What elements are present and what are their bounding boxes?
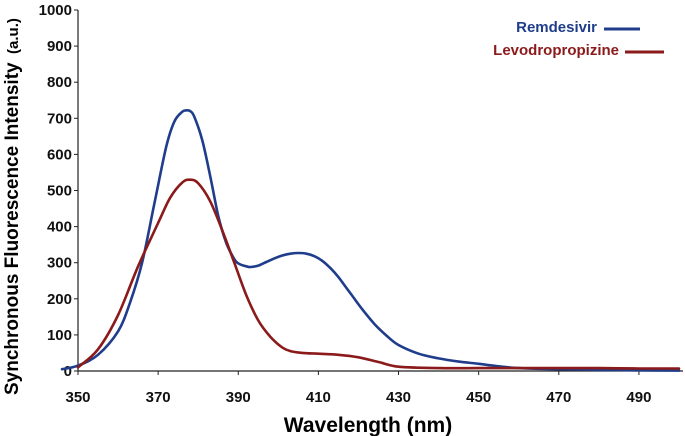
y-tick-label: 0 xyxy=(64,363,72,380)
x-tick-label: 450 xyxy=(466,389,491,406)
y-axis-ticks: 0 100 200 300 400 500 600 700 800 900 1000 xyxy=(39,2,78,380)
x-axis-title: Wavelength (nm) xyxy=(284,414,452,436)
svg-text:Synchronous Fluorescence Inten: Synchronous Fluorescence Intensity (a.u.… xyxy=(2,18,23,395)
y-tick-label: 300 xyxy=(47,255,72,272)
legend-label-levodropropizine: Levodropropizine xyxy=(493,42,619,59)
x-axis-ticks: 350 370 390 410 430 450 470 490 xyxy=(65,371,651,406)
series-lines xyxy=(60,108,681,372)
x-tick-label: 490 xyxy=(626,389,651,406)
x-tick-label: 410 xyxy=(306,389,331,406)
legend: Remdesivir Levodropropizine xyxy=(493,19,664,59)
plot-area: 350 370 390 410 430 450 470 490 0 100 200 300 400 50… xyxy=(39,2,683,406)
y-tick-label: 600 xyxy=(47,146,72,163)
x-tick-label: 350 xyxy=(65,389,90,406)
legend-label-remdesivir: Remdesivir xyxy=(516,19,597,36)
x-tick-label: 470 xyxy=(546,389,571,406)
x-tick-label: 390 xyxy=(226,389,251,406)
y-tick-label: 1000 xyxy=(39,2,72,19)
y-tick-label: 100 xyxy=(47,327,72,344)
y-axis-title-group: Synchronous Fluorescence Intensity (a.u.… xyxy=(2,18,23,395)
y-tick-label: 400 xyxy=(47,219,72,236)
series-line-levodropropizine xyxy=(76,178,681,370)
y-tick-label: 700 xyxy=(47,110,72,127)
x-tick-label: 370 xyxy=(146,389,171,406)
y-tick-label: 800 xyxy=(47,74,72,91)
series-line-remdesivir xyxy=(60,108,681,372)
y-axis-unit: (a.u.) xyxy=(5,18,22,54)
y-axis-title: Synchronous Fluorescence Intensity xyxy=(2,62,23,395)
y-tick-label: 900 xyxy=(47,38,72,55)
y-tick-label: 500 xyxy=(47,183,72,200)
x-tick-label: 430 xyxy=(386,389,411,406)
y-tick-label: 200 xyxy=(47,291,72,308)
